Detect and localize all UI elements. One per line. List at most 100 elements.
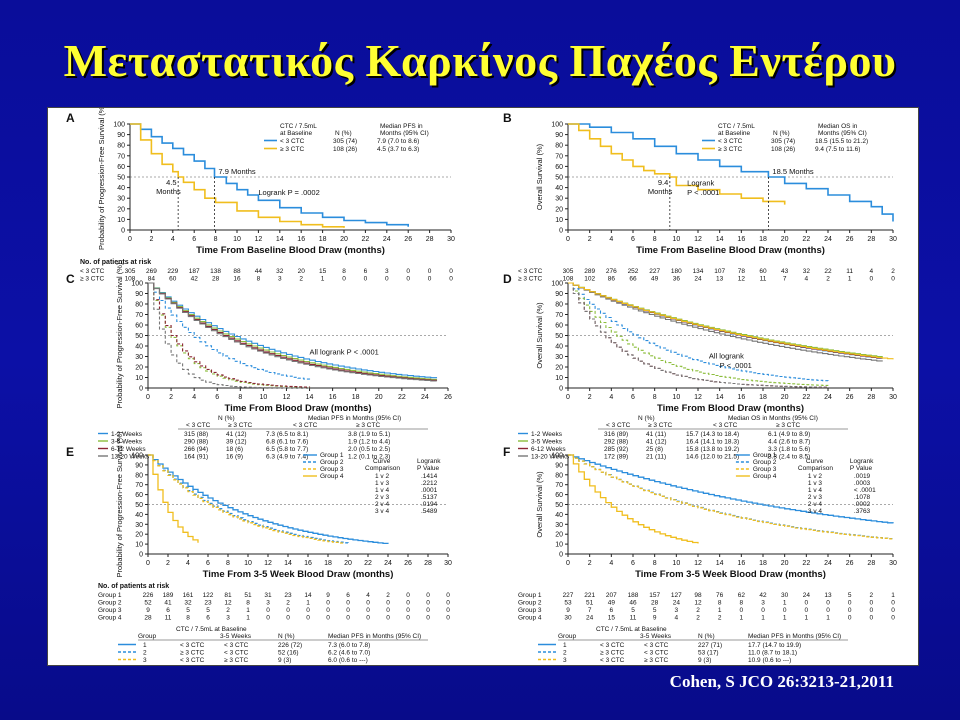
panel-E-comparison-pair: 3 v 4 (375, 508, 389, 515)
panel-B-risk-value: 227 (649, 268, 660, 275)
panel-E-risk-value: 8 (186, 615, 190, 622)
panel-A-ytick-label: 20 (117, 206, 125, 213)
panel-F-risk-value: 0 (740, 607, 744, 614)
panel-B-risk-value: 4 (805, 276, 809, 283)
panel-B-legend-head: CTC / 7.5mL (718, 123, 755, 130)
panel-E-risk-value: 0 (306, 615, 310, 622)
panel-C-table-value: 1.2 (0.1 to 2.3) (348, 454, 390, 461)
panel-E-risk-value: 2 (386, 592, 390, 599)
panel-A-annotation: Logrank P = .0002 (258, 188, 319, 197)
panel-A-risk-value: 108 (125, 276, 136, 283)
panel-E-risk-value: 0 (386, 600, 390, 607)
panel-E-risk-value: 0 (426, 615, 430, 622)
panel-E-risk-value: 2 (226, 607, 230, 614)
panel-C-xtick-label: 26 (444, 394, 452, 401)
panel-F-risk-value: 76 (716, 592, 724, 599)
panel-F-table-head: Median PFS in Months (95% CI) (748, 633, 841, 640)
panel-C-table-value: 315 (88) (184, 431, 208, 438)
panel-F-risk-value: 127 (671, 592, 682, 599)
panel-A-risk-value: 28 (212, 276, 220, 283)
panel-F-risk-value: 0 (805, 600, 809, 607)
panel-E-xtick-label: 22 (364, 560, 372, 567)
panel-F-xlabel: Time From 3-5 Week Blood Draw (months) (635, 569, 826, 580)
panel-E-comparison-head: Curve (373, 458, 391, 465)
panel-E-comparison-pair: 2 v 4 (375, 501, 389, 508)
panel-B-ytick-label: 80 (555, 143, 563, 150)
panel-C-table-value: 6.3 (4.9 to 7.4) (266, 454, 308, 461)
panel-E-table-value: 4 (143, 665, 147, 666)
panel-B-legend-head: Median OS in (818, 123, 858, 130)
panel-D-table-subhead: < 3 CTC (713, 422, 738, 429)
panel-E-xtick-label: 0 (146, 560, 150, 567)
panel-E-ytick-label: 90 (135, 462, 143, 469)
panel-F-xtick-label: 28 (867, 560, 875, 567)
panel-F-risk-value: 0 (870, 607, 874, 614)
panel-E-xtick-label: 24 (384, 560, 392, 567)
panel-E-xtick-label: 4 (186, 560, 190, 567)
panel-A-risk-value: 42 (191, 276, 199, 283)
panel-E-risk-value: 0 (426, 600, 430, 607)
panel-E-risk-value: 0 (446, 615, 450, 622)
panel-A-ytick-label: 50 (117, 175, 125, 182)
panel-E-risk-value: 3 (226, 615, 230, 622)
panel-F-risk-value: 221 (584, 592, 595, 599)
panel-A-xtick-label: 4 (171, 236, 175, 243)
panel-E-xtick-label: 2 (166, 560, 170, 567)
panel-E-risk-value: 14 (304, 592, 312, 599)
panel-D-table-value: 172 (89) (604, 454, 628, 461)
panel-E-comparison-pair: 1 v 3 (375, 480, 389, 487)
panel-F-table-value: < 3 CTC (600, 642, 625, 649)
panel-D-ylabel: Overall Survival (%) (535, 302, 544, 369)
panel-D-ytick-label: 0 (559, 386, 563, 393)
panel-E-risk-value: 0 (406, 615, 410, 622)
panel-D-xtick-label: 6 (631, 394, 635, 401)
panel-F-risk-value: 9 (653, 615, 657, 622)
panel-C-table-subhead: < 3 CTC (293, 422, 318, 429)
panel-A-xtick-label: 10 (233, 236, 241, 243)
panel-E-risk-value: 0 (446, 592, 450, 599)
panel-F-risk-value: 0 (848, 607, 852, 614)
panel-F-table-head: 3-5 Weeks (640, 633, 672, 640)
panel-F-risk-value: 0 (848, 600, 852, 607)
panel-E-risk-value: 28 (144, 615, 152, 622)
panel-E-table-value: 3 (143, 657, 147, 664)
panel-D-table-value: 14.6 (12.0 to 21.5) (686, 454, 739, 461)
panel-F-risk-value: 53 (564, 600, 572, 607)
panel-C-table-label: 6-12 Weeks (111, 446, 146, 453)
panel-D-curve-high-4 (568, 282, 829, 388)
panel-E-risk-value: 0 (446, 607, 450, 614)
panel-F-xtick-label: 12 (694, 560, 702, 567)
panel-A-legend-head: CTC / 7.5mL (280, 123, 317, 130)
panel-B-risk-value: 107 (714, 268, 725, 275)
panel-F-risk-group: Group 1 (518, 592, 542, 599)
panel-B-xtick-label: 14 (716, 236, 724, 243)
panel-F-risk-value: 46 (629, 600, 637, 607)
panel-A-legend-n: 108 (26) (333, 146, 357, 153)
panel-E-risk-value: 6 (346, 592, 350, 599)
panel-E-ylabel: Probability of Progression-Free Survival… (115, 431, 124, 577)
panel-F-risk-group: Group 3 (518, 607, 542, 614)
panel-A-risk-value: 1 (321, 276, 325, 283)
panel-A-legend-group: < 3 CTC (280, 138, 305, 145)
panel-B-ytick-label: 50 (555, 175, 563, 182)
panel-B-xtick-label: 22 (802, 236, 810, 243)
panel-E-risk-value: 11 (165, 615, 172, 622)
panel-E-legend-group: Group 1 (320, 452, 344, 459)
panel-F-ytick-label: 40 (555, 512, 563, 519)
panel-C-table-value: 39 (12) (226, 439, 247, 446)
panel-D-table-subhead: ≥ 3 CTC (648, 422, 672, 429)
panel-E-risk-value: 0 (366, 600, 370, 607)
panel-C-table-value: 266 (94) (184, 446, 208, 453)
panel-E-comparison-pair: 1 v 2 (375, 473, 389, 480)
panel-C-table-subhead: < 3 CTC (186, 422, 211, 429)
panel-F-ytick-label: 90 (555, 462, 563, 469)
panel-E-ytick-label: 50 (135, 502, 143, 509)
panel-D-table-head: Median OS in Months (95% CI) (728, 415, 818, 422)
panel-B-annotation: Months (648, 187, 673, 196)
panel-E-risk-value: 1 (306, 600, 310, 607)
panel-E-risk-value: 1 (246, 615, 250, 622)
panel-D-ytick-label: 10 (555, 375, 563, 382)
panel-A-risk-value: 0 (342, 276, 346, 283)
panel-F-curve-group-1 (568, 454, 894, 524)
panel-E-curve-group-3 (148, 454, 344, 544)
